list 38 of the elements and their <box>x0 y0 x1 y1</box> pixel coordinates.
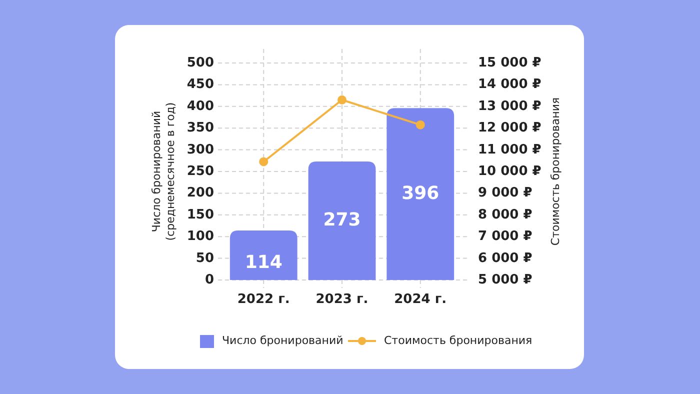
y-tick-label: 100 <box>186 229 214 244</box>
data-label: 114 <box>244 252 282 274</box>
y2-tick-label: 6 000 ₽ <box>478 250 532 266</box>
y2-tick-label: 11 000 ₽ <box>478 142 542 158</box>
point <box>259 157 268 166</box>
x-tick-label: 2024 г. <box>394 292 447 307</box>
y-tick-label: 500 <box>186 56 214 71</box>
y-axis-title: Число бронирований (среднемесячное в год) <box>150 102 177 241</box>
bar <box>230 230 298 280</box>
legend-label: Число бронирований <box>222 334 344 348</box>
y-tick-label: 300 <box>186 142 214 158</box>
y-tick-label: 200 <box>186 186 214 201</box>
y-tick-label: 150 <box>186 207 214 222</box>
y2-tick-label: 5 000 ₽ <box>478 272 532 288</box>
y-tick-label: 350 <box>186 120 214 136</box>
bar <box>386 108 454 280</box>
y2-tick-label: 13 000 ₽ <box>478 98 542 114</box>
y-tick-label: 250 <box>186 164 214 180</box>
x-tick-label: 2022 г. <box>237 292 290 307</box>
y2-axis-title: Стоимость бронирования <box>549 97 562 246</box>
y-tick-label: 400 <box>186 98 214 114</box>
bar <box>308 162 376 280</box>
data-label: 396 <box>402 182 440 204</box>
data-label: 273 <box>323 210 361 231</box>
y-tick-label: 0 <box>204 272 214 288</box>
y-tick-label: 50 <box>196 250 214 266</box>
point <box>338 95 346 104</box>
point <box>416 120 425 130</box>
y2-tick-label: 7 000 ₽ <box>478 229 532 244</box>
x-tick-label: 2023 г. <box>316 292 368 307</box>
y2-tick-label: 10 000 ₽ <box>478 164 542 180</box>
y-tick-label: 450 <box>186 77 214 92</box>
y2-tick-label: 9 000 ₽ <box>478 186 532 201</box>
legend-label: Стоимость бронирования <box>384 334 532 348</box>
y2-tick-label: 12 000 ₽ <box>478 120 542 136</box>
y2-tick-label: 15 000 ₽ <box>478 56 542 71</box>
y2-tick-label: 8 000 ₽ <box>478 207 532 222</box>
y2-tick-label: 14 000 ₽ <box>478 77 542 92</box>
